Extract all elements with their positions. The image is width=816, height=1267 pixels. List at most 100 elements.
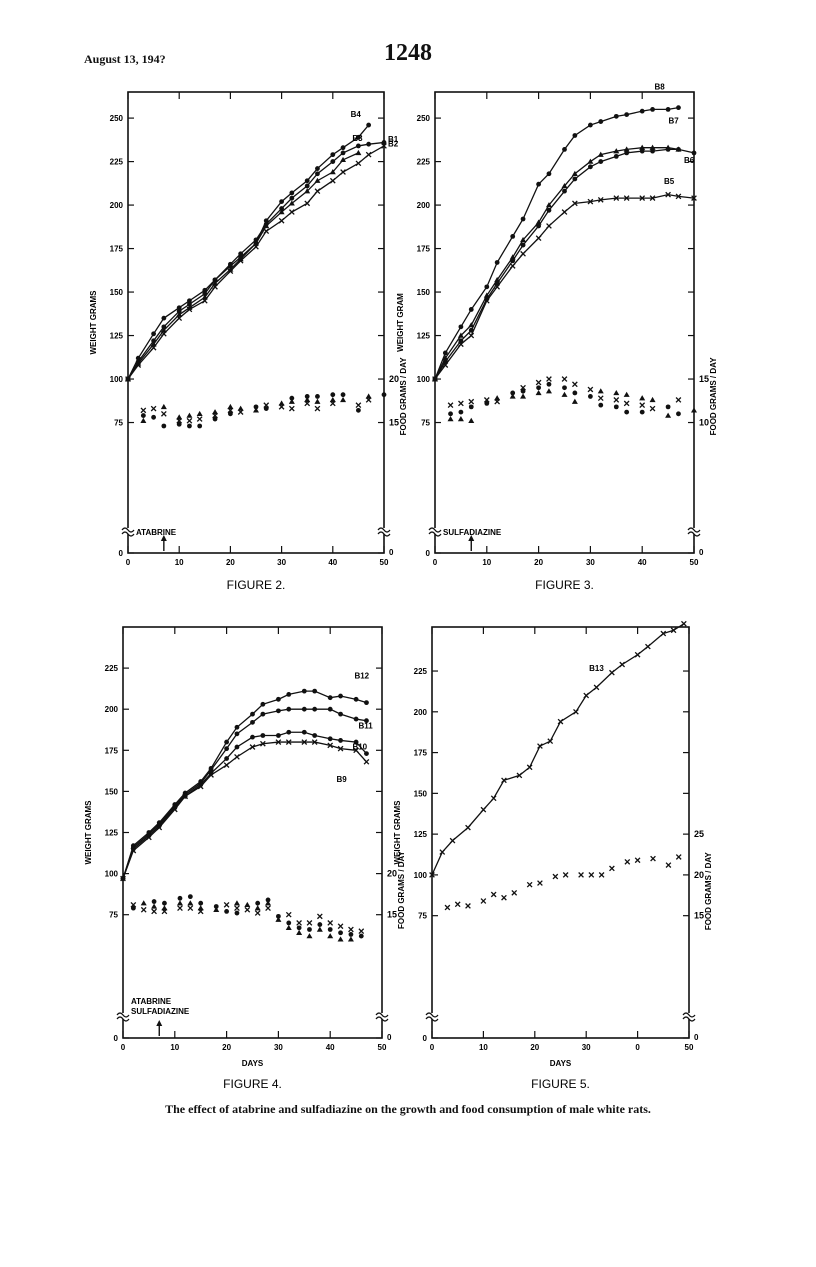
series-label: B11 <box>358 722 373 731</box>
y-axis-title: WEIGHT GRAMS <box>89 290 98 355</box>
series-label: B9 <box>336 775 347 784</box>
y-tick-label: 0 <box>114 1034 119 1043</box>
data-point <box>365 151 372 158</box>
data-point <box>676 147 681 152</box>
data-point <box>338 738 343 743</box>
data-point <box>304 183 310 189</box>
food-point <box>340 392 346 398</box>
food-consumption-points <box>130 894 365 942</box>
data-point <box>288 200 295 206</box>
food-point <box>468 404 474 410</box>
food-point <box>160 403 167 410</box>
axis-break-mark <box>375 1012 389 1018</box>
food-point <box>546 376 552 382</box>
food-point <box>234 910 240 916</box>
food-point <box>578 872 584 878</box>
food-point <box>447 416 454 422</box>
data-point <box>364 700 369 706</box>
axis-break-mark <box>375 1016 389 1022</box>
axis-break-mark <box>377 527 391 533</box>
data-point <box>546 207 552 213</box>
data-point <box>613 148 620 154</box>
food-point <box>468 417 475 423</box>
x-axis-title: DAYS <box>550 1059 572 1068</box>
series-b2: B2 <box>125 139 399 382</box>
food-point <box>613 404 619 410</box>
data-point <box>355 149 362 156</box>
data-point <box>364 718 369 724</box>
y-tick-label: 75 <box>421 419 430 428</box>
food-point <box>187 900 194 906</box>
data-point <box>457 332 464 338</box>
food-point <box>365 397 372 403</box>
data-point <box>176 308 182 314</box>
y2-axis-title: FOOD GRAMS / DAY <box>397 850 406 929</box>
data-point <box>285 739 292 745</box>
data-point <box>276 733 281 738</box>
food-point <box>150 405 157 412</box>
annotation-label: SULFADIAZINE <box>443 528 502 537</box>
food-point <box>665 862 672 868</box>
data-point <box>176 315 183 322</box>
series-line <box>431 623 685 876</box>
y-tick-label: 225 <box>105 664 119 673</box>
food-point <box>176 414 183 420</box>
data-point <box>176 305 182 311</box>
data-point <box>338 711 343 717</box>
y-tick-label: 175 <box>110 245 124 254</box>
food-point <box>597 395 604 402</box>
data-point <box>619 661 626 668</box>
data-point <box>329 169 336 175</box>
data-point <box>623 195 630 201</box>
food-point <box>347 936 354 942</box>
axis-break-mark <box>377 531 391 537</box>
data-point <box>249 744 256 750</box>
food-point <box>286 920 292 926</box>
food-point <box>536 385 541 391</box>
data-point <box>645 643 651 650</box>
y-tick-label: 150 <box>110 288 124 297</box>
data-point <box>665 191 671 198</box>
food-point <box>480 898 487 904</box>
x-tick-label: 50 <box>380 558 389 567</box>
food-point <box>613 397 620 403</box>
food-point <box>609 865 615 872</box>
food-point <box>572 381 578 388</box>
food-point <box>634 857 641 864</box>
data-point <box>597 151 604 157</box>
y-tick-label: 125 <box>414 830 428 839</box>
food-point <box>649 396 656 403</box>
food-point <box>314 398 321 404</box>
food-point <box>306 920 313 926</box>
x-tick-label: 50 <box>378 1043 387 1052</box>
food-point <box>484 400 490 406</box>
y2-tick-label: 15 <box>699 374 709 384</box>
figure-title: FIGURE 3. <box>535 578 594 592</box>
y2-tick-label: 20 <box>389 374 399 384</box>
food-point <box>212 409 219 415</box>
food-point <box>276 913 281 919</box>
x-tick-label: 30 <box>586 558 595 567</box>
data-point <box>665 106 671 112</box>
y-tick-label: 175 <box>417 245 431 254</box>
data-point <box>353 696 359 702</box>
x-tick-label: 30 <box>582 1043 591 1052</box>
data-point <box>260 733 266 738</box>
plot-frame <box>431 626 690 1039</box>
food-point <box>254 910 261 916</box>
food-point <box>265 897 271 903</box>
food-point <box>263 406 269 412</box>
data-point <box>279 199 284 204</box>
x-tick-label: 0 <box>635 1043 640 1052</box>
data-point <box>224 739 230 745</box>
food-point <box>526 881 533 888</box>
data-point <box>263 228 270 235</box>
data-point <box>160 330 167 337</box>
data-point <box>161 324 167 330</box>
data-point <box>572 176 578 182</box>
food-point <box>511 889 518 896</box>
food-point <box>337 936 344 942</box>
food-point <box>520 393 527 399</box>
food-consumption-points <box>447 376 697 423</box>
data-point <box>234 724 240 730</box>
